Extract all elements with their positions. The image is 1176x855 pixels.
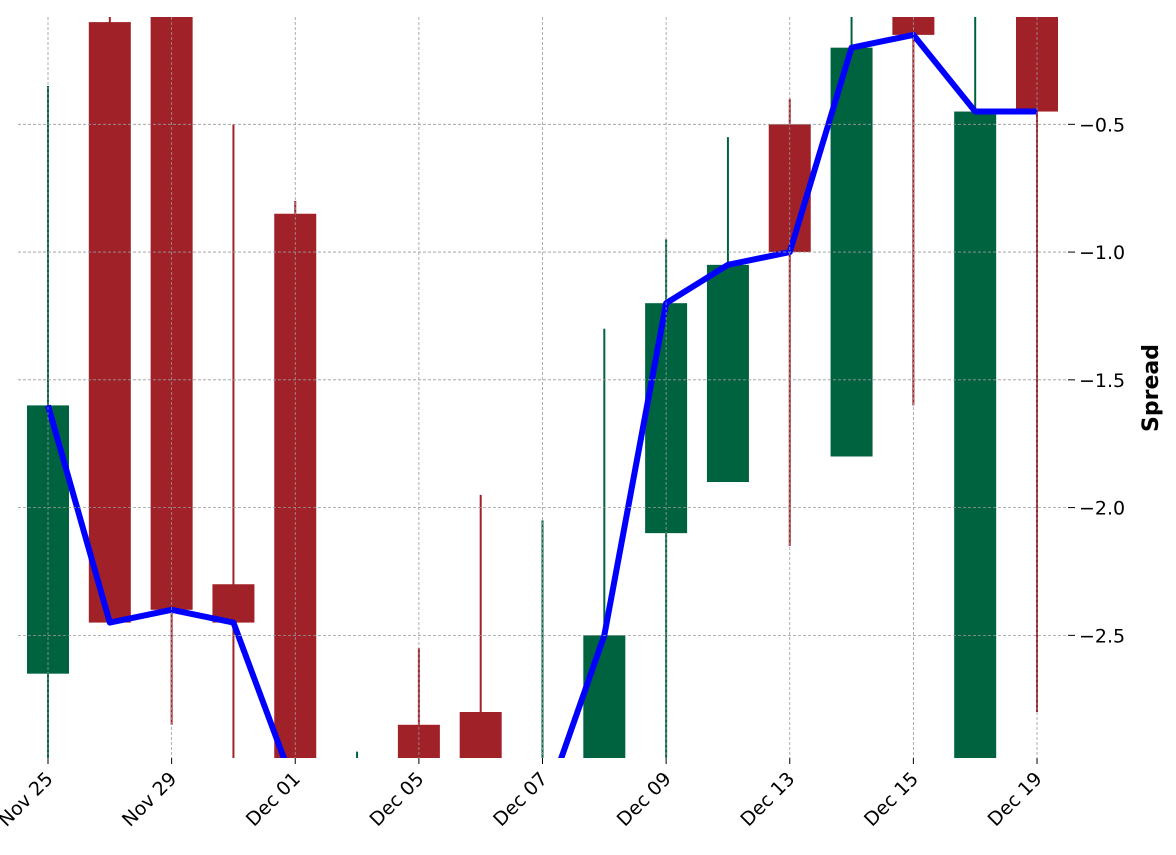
candle-body <box>706 264 749 483</box>
candle-body <box>830 47 873 457</box>
y-axis-label: Spread <box>1139 344 1164 432</box>
close-line <box>45 31 1037 758</box>
x-tick-label: Dec 13 <box>736 768 799 831</box>
candle-body <box>522 812 564 840</box>
x-tick-label: Dec 19 <box>984 768 1047 831</box>
y-tick-label: −0.5 <box>1079 114 1125 136</box>
candle-body <box>954 111 997 758</box>
candle-body <box>892 17 935 35</box>
candle-body <box>583 635 626 758</box>
x-tick-label: Dec 07 <box>489 768 552 831</box>
y-tick-label: −2.5 <box>1079 625 1125 647</box>
x-tick-label: Nov 29 <box>118 768 181 831</box>
y-tick-label: −2.0 <box>1079 498 1125 520</box>
x-tick-label: Dec 05 <box>365 768 428 831</box>
candle-body <box>212 584 255 623</box>
x-tick-label: Nov 25 <box>0 768 58 831</box>
y-tick-label: −1.0 <box>1079 242 1125 264</box>
plot-area <box>27 17 1058 840</box>
y-tick-label: −1.5 <box>1079 370 1125 392</box>
x-tick-label: Dec 01 <box>242 768 305 831</box>
candle-body <box>88 22 131 623</box>
x-tick-label: Dec 09 <box>613 768 676 831</box>
candle-body <box>459 712 502 758</box>
x-tick-label: Dec 15 <box>860 768 923 831</box>
